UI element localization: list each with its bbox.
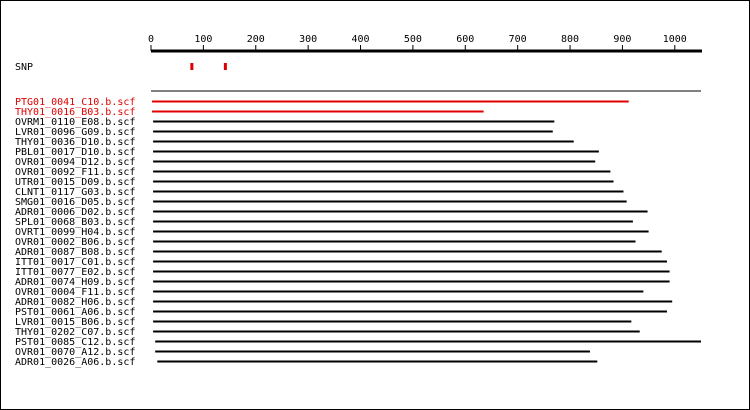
read-label[interactable]: ITT01_0077_E02.b.scf xyxy=(15,267,135,278)
read-label[interactable]: OVR01_0070_A12.b.scf xyxy=(15,347,135,358)
snp-track: SNP xyxy=(15,62,227,73)
position-axis: 0 100 200 300 400 500 600 700 800 900 1000 xyxy=(148,34,702,53)
read-label[interactable]: OVR01_0004_F11.b.scf xyxy=(15,287,135,298)
read-label[interactable]: THY01_0016_B03.b.scf xyxy=(15,107,135,118)
axis-tick-label: 0 xyxy=(148,34,154,45)
axis-tick-label: 200 xyxy=(247,34,265,45)
read-label[interactable]: UTR01_0015_D09.b.scf xyxy=(15,177,135,188)
read-label[interactable]: PST01_0061_A06.b.scf xyxy=(15,307,135,318)
read-label[interactable]: CLNT1_0117_G03.b.scf xyxy=(15,187,135,198)
read-label[interactable]: OVRT1_0099_H04.b.scf xyxy=(15,227,135,238)
axis-tick-label: 1000 xyxy=(663,34,687,45)
read-label[interactable]: THY01_0036_D10.b.scf xyxy=(15,137,135,148)
read-label[interactable]: PBL01_0017_D10.b.scf xyxy=(15,147,135,158)
axis-tick-label: 500 xyxy=(404,34,422,45)
read-label[interactable]: OVRM1_0110_E08.b.scf xyxy=(15,117,135,128)
read-label[interactable]: ADR01_0026_A06.b.scf xyxy=(15,357,135,368)
read-label[interactable]: ADR01_0087_B08.b.scf xyxy=(15,247,135,258)
read-label[interactable]: PST01_0085_C12.b.scf xyxy=(15,337,135,348)
snp-marker xyxy=(190,63,194,70)
snp-marker xyxy=(223,63,227,70)
read-label[interactable]: ITT01_0017_C01.b.scf xyxy=(15,257,135,268)
read-label[interactable]: OVR01_0092_F11.b.scf xyxy=(15,167,135,178)
read-label[interactable]: LVR01_0096_G09.b.scf xyxy=(15,127,135,138)
read-label[interactable]: OVR01_0002_B06.b.scf xyxy=(15,237,135,248)
read-tracks: PTG01_0041_C10.b.scfTHY01_0016_B03.b.scf… xyxy=(15,97,701,368)
axis-tick-label: 600 xyxy=(456,34,474,45)
axis-tick-label: 800 xyxy=(561,34,579,45)
read-label[interactable]: SPL01_0068_B03.b.scf xyxy=(15,217,135,228)
read-label[interactable]: LVR01_0015_B06.b.scf xyxy=(15,317,135,328)
axis-tick-label: 300 xyxy=(299,34,317,45)
axis-tick-label: 100 xyxy=(194,34,212,45)
read-label[interactable]: ADR01_0006_D02.b.scf xyxy=(15,207,135,218)
read-label[interactable]: OVR01_0094_D12.b.scf xyxy=(15,157,135,168)
read-label[interactable]: PTG01_0041_C10.b.scf xyxy=(15,97,135,108)
axis-tick-label: 700 xyxy=(509,34,527,45)
axis-tick-label: 400 xyxy=(351,34,369,45)
read-label[interactable]: THY01_0202_C07.b.scf xyxy=(15,327,135,338)
read-label[interactable]: ADR01_0082_H06.b.scf xyxy=(15,297,135,308)
axis-tick-label: 900 xyxy=(613,34,631,45)
read-label[interactable]: ADR01_0074_H09.b.scf xyxy=(15,277,135,288)
read-label[interactable]: SMG01_0016_D05.b.scf xyxy=(15,197,135,208)
snp-track-label: SNP xyxy=(15,62,33,73)
